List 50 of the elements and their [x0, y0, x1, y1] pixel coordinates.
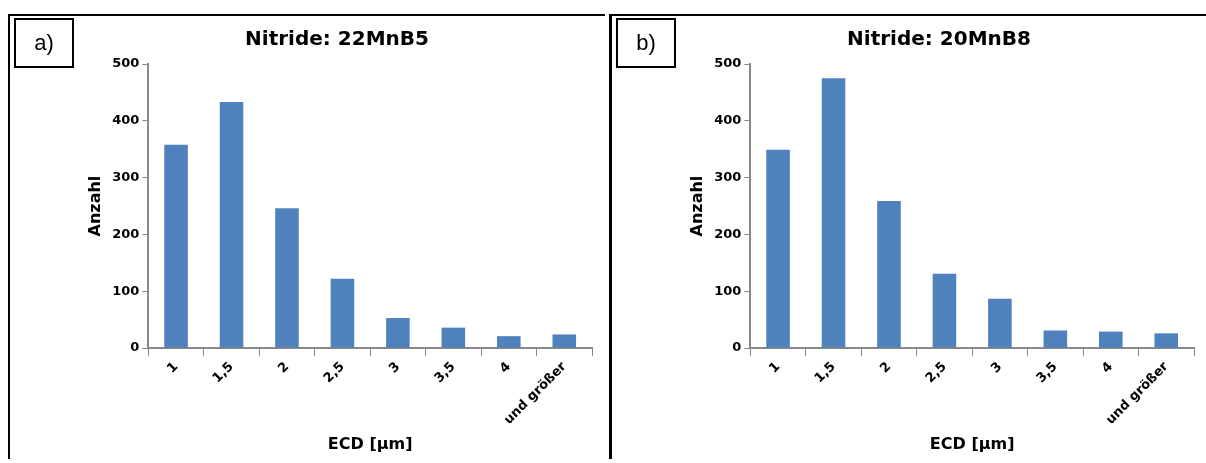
x-tick-label: 3,5 [430, 358, 458, 386]
text: a) [14, 18, 74, 68]
bar [164, 144, 188, 348]
x-tick-label: 1 [765, 358, 783, 376]
x-tick-label: 2 [274, 358, 292, 376]
bar [932, 273, 957, 348]
bar [821, 78, 846, 348]
x-tick-label: 3 [987, 358, 1005, 376]
y-tick-label: 500 [112, 55, 140, 71]
x-tick-label: 2 [876, 358, 894, 376]
x-axis-title: ECD [µm] [929, 433, 1015, 453]
y-tick-label: 200 [112, 225, 140, 241]
y-tick-label: 300 [112, 169, 140, 185]
bar [330, 278, 355, 348]
x-tick-label: 1,5 [209, 358, 237, 386]
y-tick-label: 200 [714, 225, 742, 241]
x-tick-label: 4 [496, 358, 514, 376]
y-tick-label: 100 [112, 282, 140, 298]
x-axis-title: ECD [µm] [327, 433, 413, 453]
y-tick-label: 300 [714, 169, 742, 185]
y-tick-label: 400 [112, 112, 140, 128]
bar [1099, 331, 1123, 348]
bar [497, 336, 521, 348]
x-tick-label: 2,5 [320, 358, 347, 386]
bar [441, 327, 466, 348]
y-axis-title: Anzahl [84, 175, 104, 237]
x-tick-label: 4 [1098, 358, 1116, 376]
bar [219, 102, 244, 348]
x-tick-label: 2,5 [922, 358, 949, 386]
bar [1043, 330, 1068, 348]
x-tick-label: 1 [163, 358, 181, 376]
chart-title: Nitride: 22MnB5 [245, 26, 429, 51]
bar [275, 208, 299, 348]
bar [988, 298, 1012, 348]
text: b) [616, 18, 676, 68]
bar [552, 334, 577, 348]
y-tick-label: 0 [732, 339, 742, 355]
y-tick-label: 400 [714, 112, 742, 128]
y-axis-title: Anzahl [686, 175, 706, 237]
y-tick-label: 100 [714, 282, 742, 298]
bar [877, 200, 901, 348]
x-tick-label: 3 [385, 358, 403, 376]
y-tick-label: 0 [130, 339, 140, 355]
y-tick-label: 500 [714, 55, 742, 71]
bar [766, 149, 790, 348]
x-tick-label: 1,5 [811, 358, 839, 386]
x-tick-label: 3,5 [1032, 358, 1060, 386]
bar [1154, 333, 1179, 348]
bar [386, 317, 410, 348]
chart-title: Nitride: 20MnB8 [847, 26, 1031, 51]
